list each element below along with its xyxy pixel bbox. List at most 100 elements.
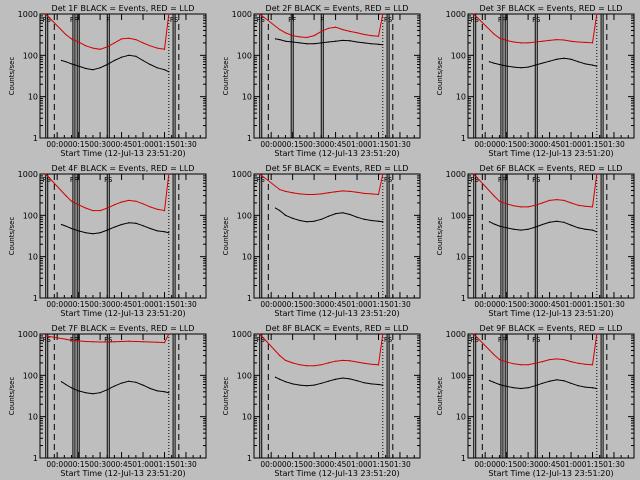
events-point <box>156 390 158 392</box>
x-axis-label: Start Time (12-Jul-13 23:51:20) <box>60 469 185 478</box>
events-point <box>370 219 372 222</box>
events-point <box>70 227 73 230</box>
lld-point <box>327 27 330 29</box>
panel-2: Det 2F BLACK = Events, RED = LLD 1 10 100 10… <box>222 4 421 158</box>
events-point <box>128 222 130 224</box>
events-point <box>349 378 351 380</box>
y-tick-label: 100 <box>451 211 466 220</box>
events-point <box>128 54 130 56</box>
lld-point <box>65 338 67 340</box>
lld-point <box>520 364 522 366</box>
events-point <box>60 59 63 62</box>
x-axis-label: Start Time (12-Jul-13 23:51:20) <box>488 149 613 158</box>
lld-point <box>356 191 358 193</box>
events-series-line <box>275 207 383 223</box>
x-tick-label: 01:30 <box>603 460 625 469</box>
lld-point <box>596 333 598 335</box>
events-point <box>541 382 544 384</box>
events-point <box>498 63 501 66</box>
events-point <box>488 61 491 63</box>
lld-point <box>370 363 372 365</box>
x-tick-label: 00:00 <box>260 140 282 149</box>
events-point <box>334 40 337 42</box>
lld-point <box>85 207 87 209</box>
lld-point <box>527 206 529 208</box>
y-tick-label: 1000 <box>446 10 466 19</box>
flag-label: F <box>76 336 80 344</box>
lld-point <box>363 362 365 364</box>
lld-point <box>156 47 158 49</box>
x-tick-label: 00:30 <box>517 300 539 309</box>
x-tick-label: 00:45 <box>325 460 347 469</box>
lld-point <box>70 339 73 342</box>
lld-point <box>363 33 365 36</box>
y-tick-label: 100 <box>451 51 466 60</box>
y-tick-label: 1 <box>247 454 252 463</box>
x-tick-label: 01:30 <box>603 140 625 149</box>
events-point <box>78 390 80 392</box>
lld-point <box>382 173 384 175</box>
events-point <box>163 231 166 233</box>
events-point <box>99 392 101 394</box>
lld-point <box>135 340 137 343</box>
lld-point <box>584 205 586 207</box>
events-point <box>370 43 372 45</box>
lld-point <box>377 364 380 366</box>
lld-point <box>163 210 166 212</box>
y-axis-label: Counts/sec <box>8 57 16 96</box>
lld-point <box>541 360 544 363</box>
lld-point <box>520 42 522 44</box>
lld-point <box>92 210 94 212</box>
lld-series-line <box>259 173 384 196</box>
x-tick-label: 01:15 <box>368 460 390 469</box>
x-tick-label: 01:00 <box>560 460 582 469</box>
events-point <box>356 41 358 43</box>
events-point <box>556 220 558 222</box>
lld-point <box>78 204 80 206</box>
y-tick-label: 10 <box>28 253 38 262</box>
events-point <box>78 230 80 232</box>
events-point <box>320 42 322 44</box>
lld-point <box>527 364 529 366</box>
events-point <box>274 38 277 40</box>
flag-label: FS <box>532 176 541 184</box>
lld-point <box>473 13 475 15</box>
panel-9: Det 9F BLACK = Events, RED = LLD 1 10 100 10… <box>436 324 635 478</box>
x-tick-label: 01:00 <box>346 460 368 469</box>
x-tick-label: 00:00 <box>474 460 496 469</box>
x-tick-label: 00:00 <box>474 140 496 149</box>
panel-8: Det 8F BLACK = Events, RED = LLD 1 10 100 10… <box>222 324 421 478</box>
events-point <box>168 71 170 73</box>
x-tick-label: 01:00 <box>132 140 154 149</box>
events-point <box>149 227 151 230</box>
events-point <box>591 387 594 389</box>
events-point <box>570 224 572 226</box>
x-tick-label: 00:30 <box>517 460 539 469</box>
y-tick-label: 1 <box>33 294 38 303</box>
lld-point <box>570 202 572 204</box>
flag-label: F <box>320 16 324 24</box>
events-point <box>65 225 67 227</box>
y-tick-label: 10 <box>28 413 38 422</box>
events-point <box>163 391 166 393</box>
events-point <box>320 218 322 220</box>
panel-5: Det 5F BLACK = Events, RED = LLD 1 10 100 10… <box>222 164 421 318</box>
x-tick-label: 00:45 <box>325 140 347 149</box>
lld-point <box>156 208 158 210</box>
x-tick-label: 01:30 <box>603 300 625 309</box>
flag-label: FS <box>471 176 480 184</box>
y-tick-label: 1 <box>247 294 252 303</box>
lld-point <box>292 362 294 364</box>
events-point <box>577 61 579 63</box>
x-tick-label: 01:15 <box>154 300 176 309</box>
lld-point <box>370 193 372 195</box>
lld-point <box>92 47 94 49</box>
events-point <box>520 229 522 231</box>
events-point <box>513 66 515 68</box>
events-point <box>349 40 351 42</box>
events-point <box>65 61 67 63</box>
lld-point <box>259 173 261 175</box>
events-point <box>498 225 501 227</box>
lld-point <box>292 35 294 37</box>
events-point <box>493 223 495 225</box>
